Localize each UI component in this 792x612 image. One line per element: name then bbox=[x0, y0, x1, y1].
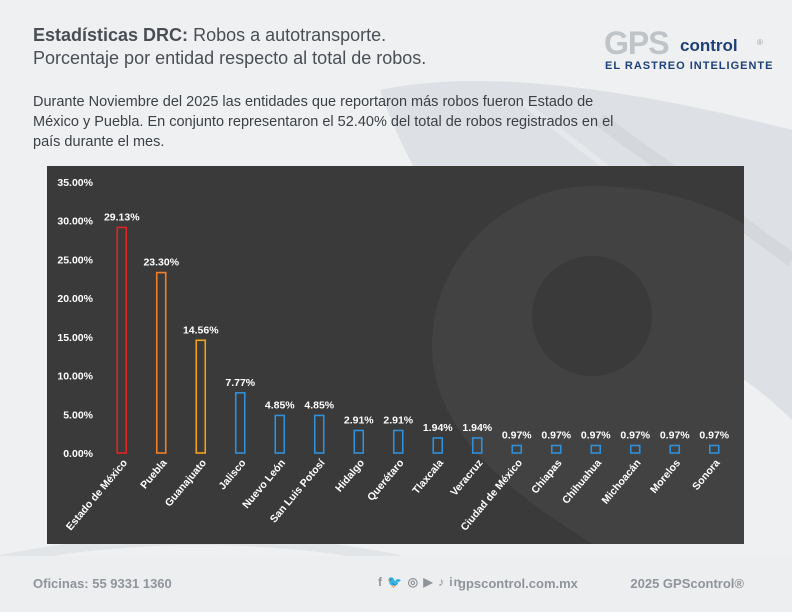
category-label: Hidalgo bbox=[333, 457, 367, 494]
bar bbox=[432, 437, 444, 454]
data-label: 7.77% bbox=[225, 377, 255, 389]
bar bbox=[313, 414, 325, 454]
data-label: 23.30% bbox=[143, 257, 179, 269]
y-tick-label: 15.00% bbox=[57, 332, 93, 344]
footer: Oficinas: 55 9331 1360 f 🐦 ◎ ▶ ♪ in gpsc… bbox=[0, 556, 792, 612]
category-label: Veracruz bbox=[448, 457, 485, 498]
y-tick-label: 10.00% bbox=[57, 371, 93, 383]
data-label: 4.85% bbox=[304, 399, 334, 411]
data-label: 1.94% bbox=[423, 422, 453, 434]
data-label: 29.13% bbox=[104, 211, 140, 223]
location-pin-watermark bbox=[432, 186, 744, 544]
data-label: 1.94% bbox=[462, 422, 492, 434]
data-label: 2.91% bbox=[383, 414, 413, 426]
y-tick-label: 20.00% bbox=[57, 293, 93, 305]
footer-website-link[interactable]: gpscontrol.com.mx bbox=[458, 576, 578, 591]
data-label: 2.91% bbox=[344, 414, 374, 426]
logo-control-text: control bbox=[680, 36, 738, 55]
chart-description: Durante Noviembre del 2025 las entidades… bbox=[33, 94, 614, 150]
bar bbox=[511, 444, 523, 454]
y-tick-label: 30.00% bbox=[57, 216, 93, 228]
data-label: 4.85% bbox=[265, 399, 295, 411]
bar-series bbox=[116, 226, 720, 454]
y-tick-label: 35.00% bbox=[57, 177, 93, 189]
category-label: Jalisco bbox=[216, 457, 248, 492]
bar bbox=[274, 414, 286, 454]
logo-registered-mark: ® bbox=[757, 38, 763, 47]
category-label: Querétaro bbox=[365, 457, 406, 503]
footer-office-phone: Oficinas: 55 9331 1360 bbox=[33, 576, 172, 591]
data-label: 0.97% bbox=[502, 429, 532, 441]
logo-tagline: EL RASTREO INTELIGENTE bbox=[605, 60, 774, 72]
bar-chart: 0.00% 5.00% 10.00% 15.00% 20.00% 25.00% 30.00%… bbox=[57, 177, 744, 544]
footer-copyright: 2025 GPScontrol® bbox=[630, 576, 744, 591]
bar bbox=[353, 429, 365, 454]
bar bbox=[550, 444, 562, 454]
bar bbox=[155, 271, 167, 454]
data-labels: 29.13% 23.30% 14.56% 7.77% 4.85% 4.85% 2.91% 2.… bbox=[104, 211, 730, 441]
bar bbox=[669, 444, 681, 454]
social-icons[interactable]: f 🐦 ◎ ▶ ♪ in bbox=[378, 575, 462, 589]
title-bold: Estadísticas DRC: bbox=[33, 25, 189, 45]
category-label: Puebla bbox=[138, 457, 169, 491]
category-label: Tlaxcala bbox=[410, 457, 446, 497]
data-label: 14.56% bbox=[183, 324, 219, 336]
category-label: Estado de México bbox=[64, 457, 130, 533]
y-tick-label: 25.00% bbox=[57, 254, 93, 266]
bar bbox=[195, 339, 207, 454]
title-rest: Robos a autotransporte. bbox=[188, 25, 387, 45]
y-axis: 0.00% 5.00% 10.00% 15.00% 20.00% 25.00% 30.00%… bbox=[57, 177, 93, 460]
y-tick-label: 0.00% bbox=[63, 448, 93, 460]
data-label: 0.97% bbox=[581, 429, 611, 441]
bar bbox=[590, 444, 602, 454]
bar bbox=[471, 437, 483, 454]
bar bbox=[392, 429, 404, 454]
y-tick-label: 5.00% bbox=[63, 409, 93, 421]
logo-gps-text: GPS bbox=[604, 25, 670, 61]
category-label: Guanajuato bbox=[163, 457, 209, 509]
data-label: 0.97% bbox=[620, 429, 650, 441]
bar bbox=[234, 392, 246, 454]
data-label: 0.97% bbox=[660, 429, 690, 441]
bar bbox=[708, 444, 720, 454]
bar bbox=[116, 226, 128, 454]
data-label: 0.97% bbox=[699, 429, 729, 441]
gpscontrol-logo: GPS control ® EL RASTREO INTELIGENTE bbox=[600, 26, 772, 76]
chart-panel: 0.00% 5.00% 10.00% 15.00% 20.00% 25.00% 30.00%… bbox=[47, 166, 744, 544]
bar bbox=[629, 444, 641, 454]
chart-title: Estadísticas DRC: Robos a autotransporte… bbox=[33, 24, 573, 70]
data-label: 0.97% bbox=[541, 429, 571, 441]
chart-subtitle: Porcentaje por entidad respecto al total… bbox=[33, 48, 427, 68]
